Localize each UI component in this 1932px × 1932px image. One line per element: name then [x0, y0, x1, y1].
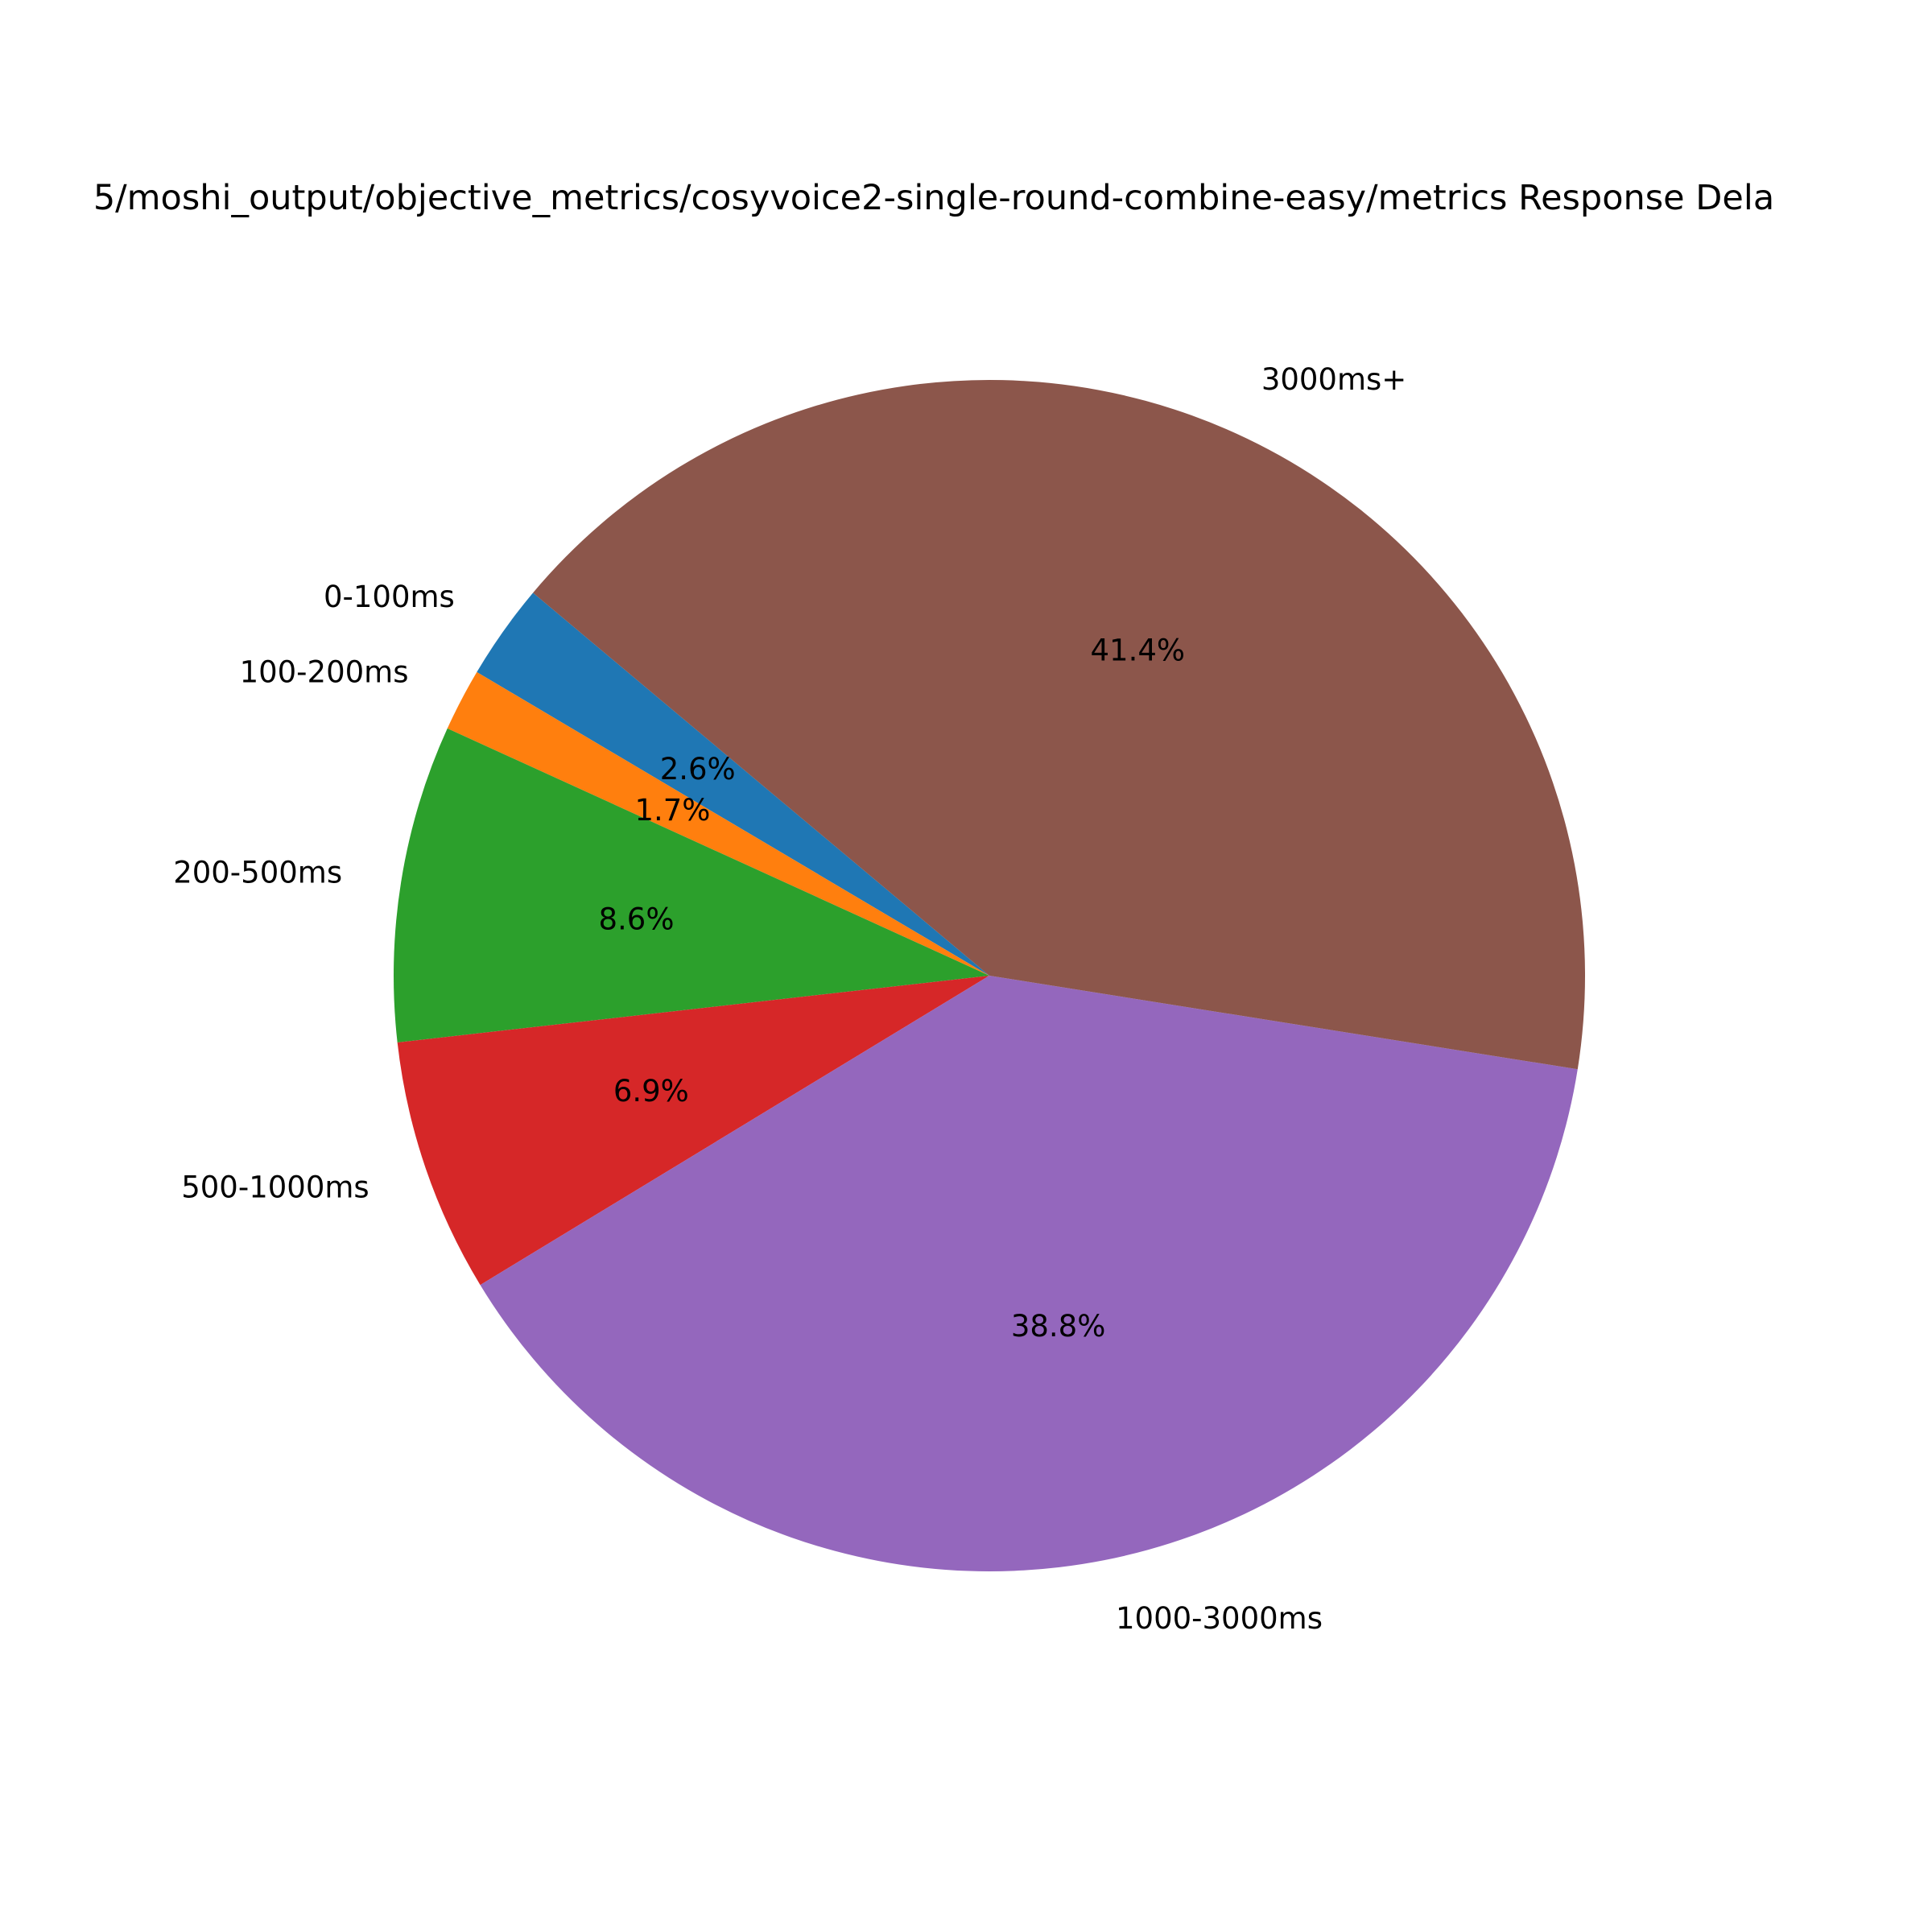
percent-label: 6.9% — [613, 1074, 689, 1108]
pie-slice-200-500ms — [394, 728, 989, 1043]
category-label: 0-100ms — [324, 580, 455, 614]
percent-label: 2.6% — [660, 752, 736, 786]
category-label: 200-500ms — [173, 856, 342, 890]
percent-labels: 2.6% 1.7% 8.6% 6.9% 38.8% 41.4% — [599, 634, 1186, 1344]
category-label: 3000ms+ — [1261, 362, 1406, 397]
chart-title: 5/moshi_output/objective_metrics/cosyvoi… — [93, 178, 1774, 218]
percent-label: 38.8% — [1011, 1309, 1106, 1344]
pie-slice-500-1000ms — [397, 976, 989, 1286]
category-labels: 0-100ms 100-200ms 200-500ms 500-1000ms 1000-… — [173, 362, 1406, 1636]
percent-label: 1.7% — [634, 793, 710, 828]
pie-slice-3000ms+ — [533, 380, 1585, 1070]
category-label: 500-1000ms — [181, 1170, 369, 1205]
pie-slice-0-100ms — [477, 592, 989, 976]
pie-slices — [394, 380, 1585, 1572]
pie-slice-1000-3000ms — [480, 976, 1578, 1572]
pie-slice-100-200ms — [447, 671, 989, 976]
percent-label: 41.4% — [1090, 634, 1185, 668]
percent-label: 8.6% — [599, 902, 675, 937]
category-label: 100-200ms — [240, 655, 409, 690]
category-label: 1000-3000ms — [1116, 1601, 1323, 1636]
